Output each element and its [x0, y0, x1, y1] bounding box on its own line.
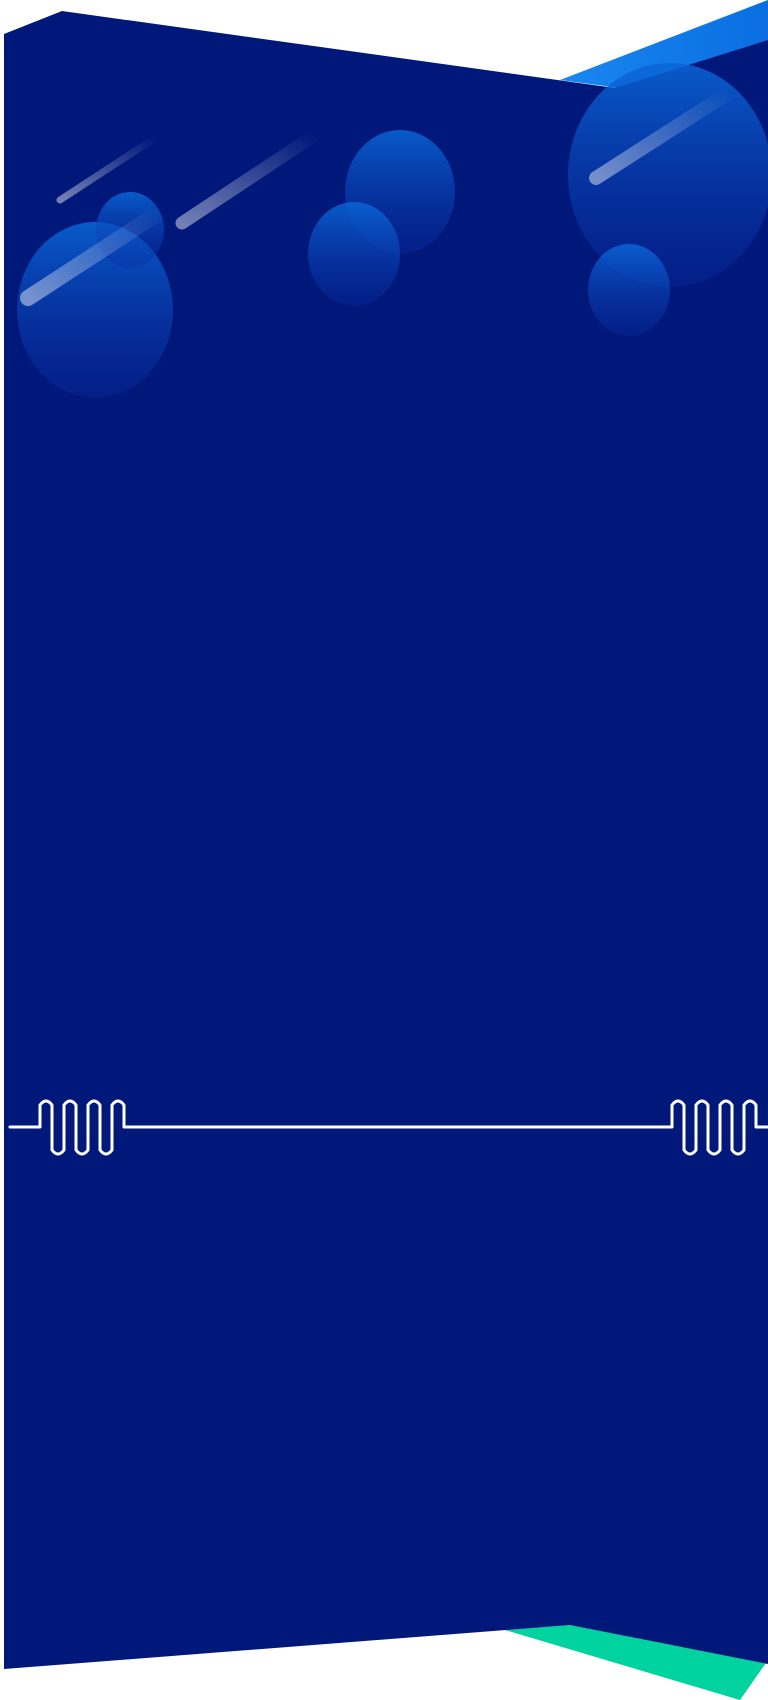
wave-line-left: [8, 1099, 650, 1156]
main-navy-panel: [4, 11, 768, 1669]
light-streak: [175, 128, 322, 230]
bubble: [588, 244, 670, 336]
top-accent-band: [560, 0, 768, 88]
bubble-group: [17, 63, 768, 398]
streak-group: [20, 85, 737, 306]
light-streak: [56, 134, 159, 204]
bottom-accent-band: [505, 1625, 768, 1700]
bubble: [308, 202, 400, 306]
wave-divider: [8, 1099, 768, 1156]
wave-line-right: [646, 1099, 768, 1156]
light-streak: [589, 85, 737, 185]
light-streak: [20, 204, 168, 306]
bubble: [568, 63, 768, 287]
